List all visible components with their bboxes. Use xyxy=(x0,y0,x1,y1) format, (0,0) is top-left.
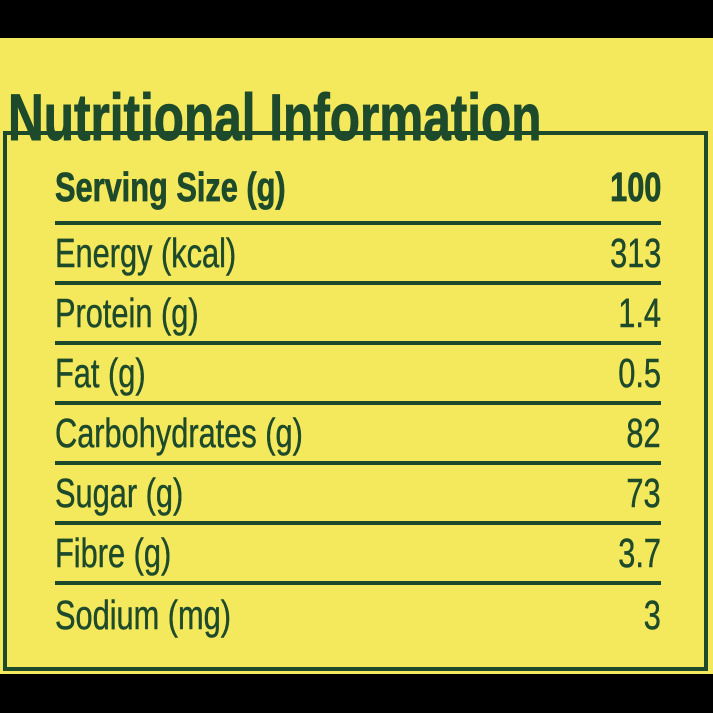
row-label: Sugar (g) xyxy=(55,469,184,516)
row-value: 100 xyxy=(609,163,661,210)
nutrition-label-panel: Nutritional Information Serving Size (g)… xyxy=(0,38,713,674)
table-row-sugar: Sugar (g) 73 xyxy=(55,465,661,525)
nutrition-table: Serving Size (g) 100 Energy (kcal) 313 P… xyxy=(3,131,708,671)
row-value: 0.5 xyxy=(618,349,661,396)
table-row-protein: Protein (g) 1.4 xyxy=(55,285,661,345)
row-label: Fat (g) xyxy=(55,349,146,396)
table-row-energy: Energy (kcal) 313 xyxy=(55,225,661,285)
letterbox-top xyxy=(0,0,713,38)
letterbox-bottom xyxy=(0,674,713,713)
row-label: Serving Size (g) xyxy=(55,163,286,210)
table-row-fat: Fat (g) 0.5 xyxy=(55,345,661,405)
table-row-serving-size: Serving Size (g) 100 xyxy=(55,135,661,225)
row-value: 3.7 xyxy=(618,529,661,576)
table-row-sodium: Sodium (mg) 3 xyxy=(55,585,661,645)
row-value: 82 xyxy=(626,409,662,456)
row-value: 3 xyxy=(643,591,661,638)
page-title: Nutritional Information xyxy=(8,80,542,154)
table-row-fibre: Fibre (g) 3.7 xyxy=(55,525,661,585)
row-label: Sodium (mg) xyxy=(55,591,232,638)
row-label: Carbohydrates (g) xyxy=(55,409,303,456)
row-value: 313 xyxy=(609,229,661,276)
row-value: 1.4 xyxy=(618,289,661,336)
row-label: Fibre (g) xyxy=(55,529,172,576)
row-label: Energy (kcal) xyxy=(55,229,237,276)
row-value: 73 xyxy=(626,469,662,516)
row-label: Protein (g) xyxy=(55,289,199,336)
table-row-carbohydrates: Carbohydrates (g) 82 xyxy=(55,405,661,465)
